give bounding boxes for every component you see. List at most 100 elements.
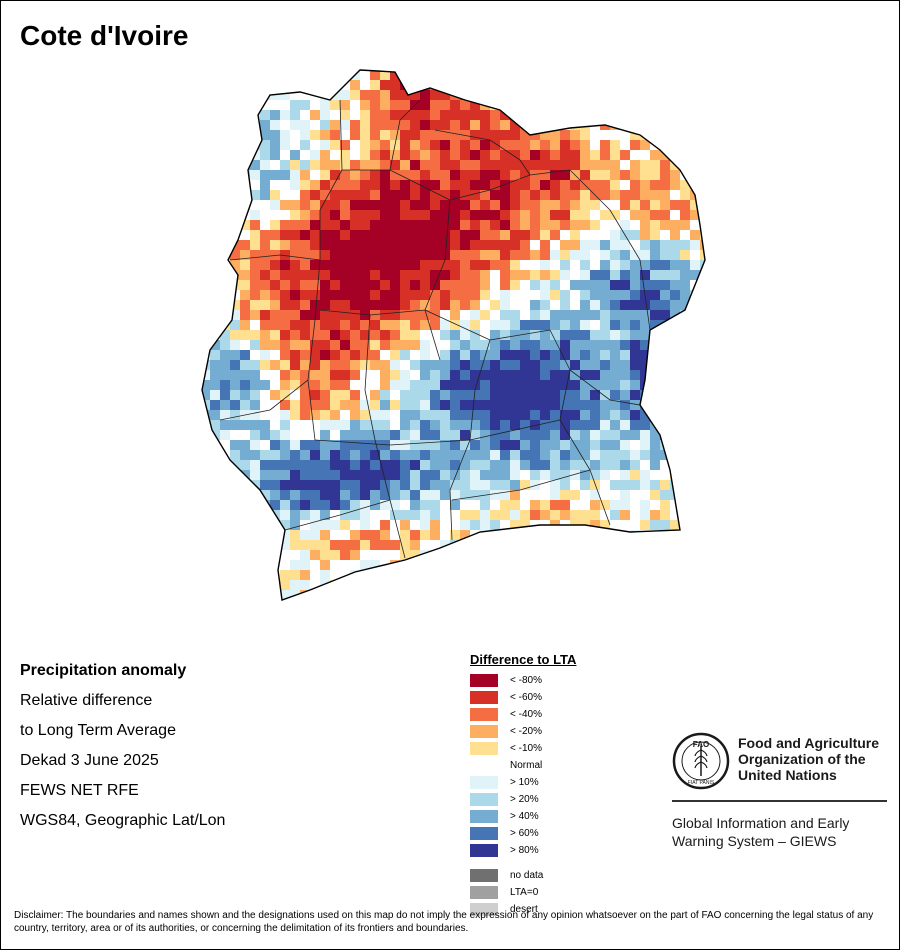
anomaly-cell — [380, 250, 390, 260]
anomaly-cell — [430, 440, 440, 450]
anomaly-cell — [350, 370, 360, 380]
anomaly-cell — [330, 420, 340, 430]
anomaly-cell — [650, 370, 660, 380]
anomaly-cell — [590, 220, 600, 230]
anomaly-cell — [480, 570, 490, 580]
anomaly-cell — [540, 450, 550, 460]
anomaly-cell — [650, 100, 660, 110]
anomaly-cell — [280, 520, 290, 530]
anomaly-cell — [370, 390, 380, 400]
anomaly-cell — [520, 390, 530, 400]
anomaly-cell — [270, 80, 280, 90]
anomaly-cell — [560, 450, 570, 460]
anomaly-cell — [520, 150, 530, 160]
anomaly-cell — [290, 370, 300, 380]
anomaly-cell — [360, 280, 370, 290]
anomaly-cell — [202, 150, 210, 160]
anomaly-cell — [700, 440, 705, 450]
anomaly-cell — [270, 140, 280, 150]
anomaly-cell — [430, 120, 440, 130]
anomaly-cell — [210, 390, 220, 400]
anomaly-cell — [470, 420, 480, 430]
anomaly-cell — [700, 320, 705, 330]
anomaly-cell — [310, 350, 320, 360]
anomaly-cell — [520, 240, 530, 250]
anomaly-cell — [370, 190, 380, 200]
anomaly-cell — [430, 260, 440, 270]
anomaly-cell — [370, 470, 380, 480]
anomaly-cell — [540, 600, 550, 610]
anomaly-cell — [300, 120, 310, 130]
anomaly-cell — [410, 260, 420, 270]
anomaly-cell — [320, 250, 330, 260]
anomaly-cell — [300, 390, 310, 400]
anomaly-cell — [600, 190, 610, 200]
anomaly-cell — [460, 380, 470, 390]
anomaly-cell — [480, 80, 490, 90]
anomaly-cell — [560, 340, 570, 350]
anomaly-cell — [320, 410, 330, 420]
anomaly-cell — [250, 60, 260, 70]
anomaly-cell — [620, 410, 630, 420]
anomaly-cell — [570, 510, 580, 520]
anomaly-cell — [210, 500, 220, 510]
anomaly-cell — [540, 360, 550, 370]
anomaly-cell — [550, 570, 560, 580]
anomaly-cell — [290, 530, 300, 540]
anomaly-cell — [400, 450, 410, 460]
anomaly-cell — [600, 390, 610, 400]
anomaly-cell — [480, 450, 490, 460]
anomaly-cell — [570, 220, 580, 230]
anomaly-cell — [440, 400, 450, 410]
anomaly-cell — [400, 90, 410, 100]
anomaly-cell — [640, 510, 650, 520]
anomaly-cell — [430, 150, 440, 160]
anomaly-cell — [600, 90, 610, 100]
anomaly-cell — [440, 460, 450, 470]
anomaly-cell — [510, 210, 520, 220]
anomaly-cell — [202, 500, 210, 510]
anomaly-cell — [350, 360, 360, 370]
anomaly-cell — [420, 280, 430, 290]
anomaly-cell — [320, 500, 330, 510]
anomaly-cell — [580, 200, 590, 210]
anomaly-cell — [460, 360, 470, 370]
anomaly-cell — [530, 580, 540, 590]
anomaly-cell — [380, 280, 390, 290]
anomaly-cell — [690, 170, 700, 180]
anomaly-cell — [470, 450, 480, 460]
anomaly-cell — [470, 130, 480, 140]
anomaly-cell — [590, 280, 600, 290]
anomaly-cell — [660, 110, 670, 120]
anomaly-cell — [440, 390, 450, 400]
anomaly-cell — [600, 290, 610, 300]
anomaly-cell — [210, 400, 220, 410]
anomaly-cell — [660, 540, 670, 550]
anomaly-cell — [680, 460, 690, 470]
anomaly-cell — [210, 260, 220, 270]
anomaly-cell — [690, 240, 700, 250]
anomaly-cell — [620, 190, 630, 200]
anomaly-cell — [650, 540, 660, 550]
anomaly-cell — [580, 60, 590, 70]
anomaly-cell — [540, 170, 550, 180]
anomaly-cell — [570, 80, 580, 90]
anomaly-cell — [560, 550, 570, 560]
anomaly-cell — [660, 380, 670, 390]
anomaly-cell — [630, 60, 640, 70]
anomaly-cell — [440, 420, 450, 430]
anomaly-cell — [640, 550, 650, 560]
anomaly-cell — [580, 340, 590, 350]
anomaly-cell — [220, 220, 230, 230]
anomaly-cell — [380, 570, 390, 580]
anomaly-cell — [300, 490, 310, 500]
anomaly-cell — [230, 310, 240, 320]
anomaly-cell — [450, 470, 460, 480]
anomaly-cell — [350, 410, 360, 420]
anomaly-cell — [360, 180, 370, 190]
anomaly-cell — [430, 100, 440, 110]
anomaly-cell — [390, 110, 400, 120]
anomaly-cell — [220, 370, 230, 380]
anomaly-cell — [250, 70, 260, 80]
anomaly-cell — [290, 280, 300, 290]
